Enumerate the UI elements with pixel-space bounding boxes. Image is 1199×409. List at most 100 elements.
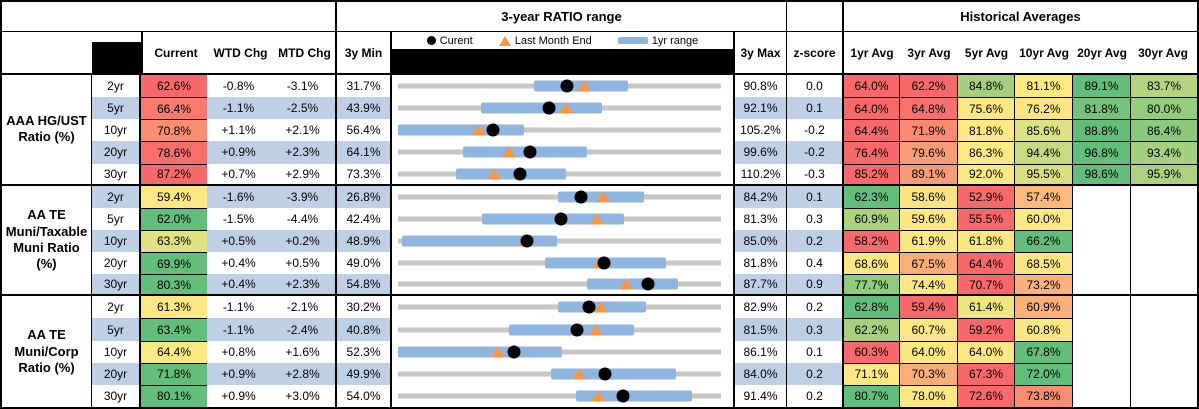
wtd-chg-cell: +0.8% xyxy=(221,344,256,359)
avg-cell: 81.1% xyxy=(1015,75,1073,98)
avg-cell: 96.8% xyxy=(1073,141,1131,164)
range-plot xyxy=(398,296,721,318)
group-label-line: (%) xyxy=(36,256,57,272)
range-plot xyxy=(398,141,721,163)
one-year-range-bar xyxy=(575,390,692,402)
chart-legend: Curent Last Month End 1yr range xyxy=(392,32,733,49)
tenor-cell: 30yr xyxy=(92,163,141,186)
one-year-range-bar xyxy=(455,168,567,180)
mtd-chg-cell: +0.5% xyxy=(285,256,320,271)
range-plot xyxy=(398,385,721,407)
range-plot xyxy=(398,318,721,340)
label-column-header xyxy=(2,32,92,75)
last-month-end-triangle xyxy=(502,146,516,158)
avg-cell: 64.8% xyxy=(900,97,958,120)
zscore-cell: 0.0 xyxy=(787,75,844,98)
current-cell: 64.4% xyxy=(141,340,207,363)
avg-cell: 80.0% xyxy=(1131,97,1197,120)
max-cell: 85.0% xyxy=(733,229,787,253)
avg-cell: 86.4% xyxy=(1131,119,1197,142)
avg-cell: 95.5% xyxy=(1015,163,1073,186)
last-month-end-triangle xyxy=(491,346,506,358)
wtd-chg-cell: -1.5% xyxy=(222,211,255,226)
wtd-chg-cell: +0.4% xyxy=(221,256,256,271)
current-cell: 70.8% xyxy=(141,119,207,142)
avg-cell: 71.1% xyxy=(844,362,900,385)
tenor-cell: 30yr xyxy=(92,384,141,407)
zscore-column-header: z-score xyxy=(787,32,844,75)
last-month-end-triangle xyxy=(558,102,573,114)
min-cell: 64.1% xyxy=(335,141,392,164)
tenor-cell: 2yr xyxy=(92,185,141,208)
mtd-chg-cell: -2.4% xyxy=(270,318,335,341)
current-cell: 80.3% xyxy=(141,274,207,297)
zscore-header-spacer xyxy=(787,2,844,32)
last-month-end-triangle xyxy=(618,278,633,290)
avg-cell xyxy=(1131,296,1197,319)
avg-cell: 60.0% xyxy=(1015,207,1073,230)
chart-cell xyxy=(392,318,733,341)
max-cell: 110.2% xyxy=(733,163,787,186)
avg-cell: 77.7% xyxy=(844,274,900,297)
min-cell: 52.3% xyxy=(335,340,392,363)
avg-cell xyxy=(1073,229,1131,253)
avg-cell: 72.6% xyxy=(958,384,1015,407)
historical-averages-title: Historical Averages xyxy=(844,2,1197,32)
range-plot xyxy=(398,363,721,385)
range-plot xyxy=(398,186,721,208)
current-cell: 80.1% xyxy=(141,384,207,407)
avg-cell xyxy=(1073,274,1131,297)
avg-cell: 80.7% xyxy=(844,384,900,407)
avg-cell: 89.1% xyxy=(1073,75,1131,98)
max-cell: 99.6% xyxy=(733,141,787,164)
tenor-cell: 20yr xyxy=(92,252,141,275)
avg-cell: 88.8% xyxy=(1073,119,1131,142)
avg-cell xyxy=(1073,207,1131,230)
wtd-chg-cell: -1.6% xyxy=(207,185,270,208)
avg-cell xyxy=(1131,207,1197,230)
current-cell: 62.6% xyxy=(141,75,207,98)
avg-cell xyxy=(1131,318,1197,341)
tenor-column-header-black-cell xyxy=(92,32,141,75)
avg-cell: 58.6% xyxy=(900,185,958,208)
chart-cell xyxy=(392,97,733,120)
mtd-chg-cell: -2.1% xyxy=(286,300,319,315)
avg-cell: 83.7% xyxy=(1131,75,1197,98)
mtd-chg-cell: -2.5% xyxy=(270,97,335,120)
wtd-chg-column-header: WTD Chg xyxy=(213,45,268,60)
avg-30yr-header: 30yr Avg xyxy=(1138,45,1188,60)
current-cell: 61.3% xyxy=(141,296,207,319)
avg-cell: 73.8% xyxy=(1015,384,1073,407)
group-label-line: Muni Ratio xyxy=(13,239,80,255)
zscore-cell: 0.3 xyxy=(787,318,844,341)
mtd-chg-column-header: MTD Chg xyxy=(278,45,331,60)
max-cell: 105.2% xyxy=(733,119,787,142)
range-track xyxy=(398,127,721,133)
avg-cell: 60.9% xyxy=(1015,296,1073,319)
avg-cell: 73.2% xyxy=(1015,274,1073,297)
min-cell: 56.4% xyxy=(335,119,392,142)
tenor-cell: 30yr xyxy=(92,274,141,297)
current-dot-marker xyxy=(486,123,500,137)
min-cell: 49.9% xyxy=(335,362,392,385)
current-cell: 59.4% xyxy=(141,185,207,208)
avg-cell xyxy=(1073,362,1131,385)
chart-cell xyxy=(392,362,733,385)
range-section-title: 3-year RATIO range xyxy=(335,2,787,32)
avg-cell xyxy=(1131,384,1197,407)
zscore-cell: -0.2 xyxy=(787,141,844,164)
avg-cell: 61.9% xyxy=(900,229,958,253)
legend-last-month-end-label: Last Month End xyxy=(514,34,592,47)
avg-cell xyxy=(1073,340,1131,363)
avg-cell: 84.8% xyxy=(958,75,1015,98)
avg-cell: 64.0% xyxy=(844,97,900,120)
group-label-line: Ratio (%) xyxy=(18,359,75,375)
tenor-cell: 2yr xyxy=(92,296,141,319)
avg-cell: 75.6% xyxy=(958,97,1015,120)
avg-cell xyxy=(1073,296,1131,319)
mtd-chg-cell: +3.0% xyxy=(285,388,320,403)
tenor-cell: 2yr xyxy=(92,75,141,98)
legend-last-month-end: Last Month End xyxy=(498,34,592,47)
avg-10yr-header: 10yr Avg xyxy=(1019,45,1069,60)
current-dot-marker xyxy=(598,367,612,381)
